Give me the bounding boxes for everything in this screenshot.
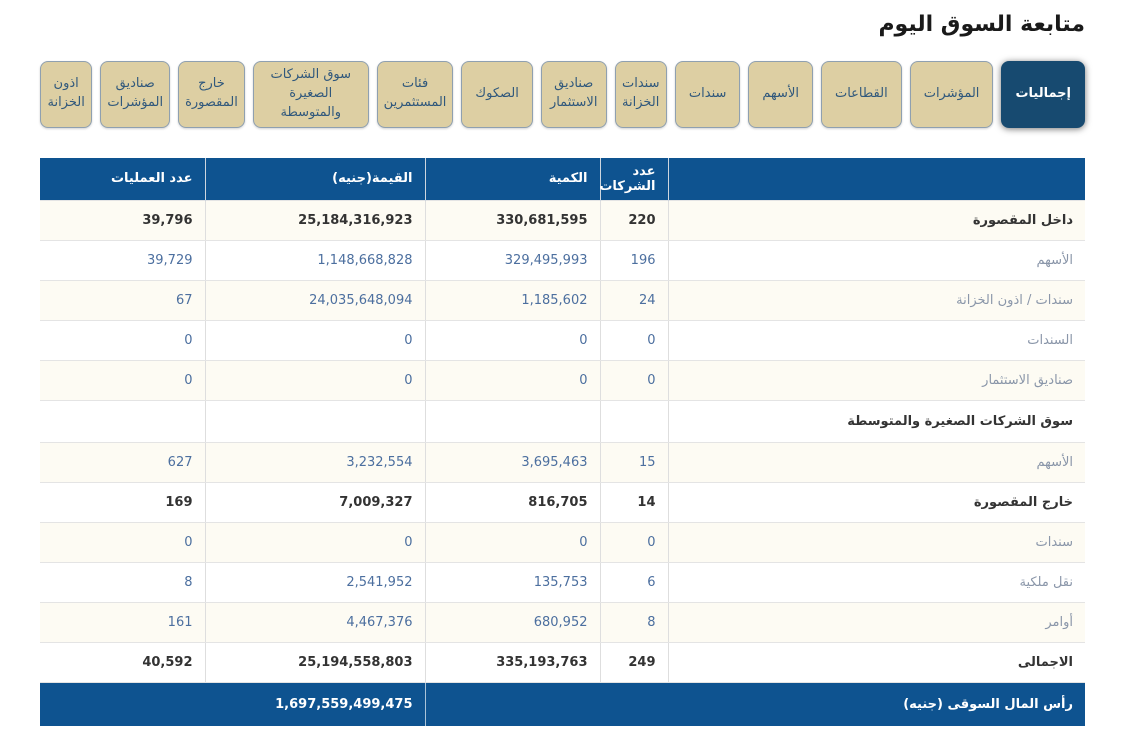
operations-cell: 0 — [40, 320, 206, 361]
quantity-cell: 135,753 — [425, 562, 601, 603]
companies-cell: 220 — [600, 199, 669, 241]
quantity-cell — [425, 400, 601, 443]
tab-sme-market[interactable]: سوق الشركات الصغيرة والمتوسطة — [252, 61, 369, 128]
tab-treasury-bonds[interactable]: سندات الخزانة — [614, 61, 667, 128]
operations-cell — [40, 400, 206, 443]
tab-sectors[interactable]: القطاعات — [820, 61, 902, 128]
table-row-orders: أوامر 8 680,952 4,467,376 161 — [40, 602, 1085, 643]
page-container: متابعة السوق اليوم إجماليات المؤشرات الق… — [39, 12, 1085, 727]
operations-cell: 39,796 — [40, 199, 206, 241]
operations-cell: 161 — [40, 602, 206, 643]
column-header-value-egp: القيمة(جنيه) — [205, 157, 426, 201]
quantity-cell: 0 — [425, 360, 601, 401]
operations-cell: 0 — [40, 522, 206, 563]
value-cell: 25,194,558,803 — [205, 642, 426, 683]
quantity-cell: 329,495,993 — [425, 240, 601, 281]
tab-stocks[interactable]: الأسهم — [748, 61, 813, 128]
operations-cell: 40,592 — [40, 642, 206, 683]
tab-totals[interactable]: إجماليات — [1001, 61, 1085, 128]
market-cap-value: 1,697,559,499,475 — [40, 682, 426, 727]
companies-cell: 249 — [600, 642, 669, 683]
row-label: صناديق الاستثمار — [668, 360, 1085, 401]
quantity-cell: 680,952 — [425, 602, 601, 643]
row-label: خارج المقصورة — [668, 482, 1085, 523]
value-cell: 4,467,376 — [205, 602, 426, 643]
market-cap-label: رأس المال السوقى (جنيه) — [425, 682, 1085, 727]
table-row-sme-market-section: سوق الشركات الصغيرة والمتوسطة — [40, 400, 1085, 443]
row-label: سندات — [668, 522, 1085, 563]
table-row-total: الاجمالى 249 335,193,763 25,194,558,803 … — [40, 642, 1085, 683]
tab-bonds[interactable]: سندات — [674, 61, 741, 128]
value-cell: 3,232,554 — [205, 442, 426, 483]
companies-cell: 8 — [600, 602, 669, 643]
companies-cell: 14 — [600, 482, 669, 523]
market-summary-table: عدد الشركات الكمية القيمة(جنيه) عدد العم… — [40, 157, 1085, 727]
companies-cell: 24 — [600, 280, 669, 321]
operations-cell: 627 — [40, 442, 206, 483]
companies-cell — [600, 400, 669, 443]
companies-cell: 196 — [600, 240, 669, 281]
table-row-investment-funds: صناديق الاستثمار 0 0 0 0 — [40, 360, 1085, 401]
table-row-stocks: الأسهم 196 329,495,993 1,148,668,828 39,… — [40, 240, 1085, 281]
row-label: سوق الشركات الصغيرة والمتوسطة — [668, 400, 1085, 443]
quantity-cell: 3,695,463 — [425, 442, 601, 483]
operations-cell: 39,729 — [40, 240, 206, 281]
row-label: سندات / اذون الخزانة — [668, 280, 1085, 321]
table-row-bonds: السندات 0 0 0 0 — [40, 320, 1085, 361]
quantity-cell: 0 — [425, 522, 601, 563]
column-header-operations-count: عدد العمليات — [40, 157, 206, 201]
tab-indices[interactable]: المؤشرات — [909, 61, 994, 128]
quantity-cell: 1,185,602 — [425, 280, 601, 321]
row-label: داخل المقصورة — [668, 199, 1085, 241]
operations-cell: 169 — [40, 482, 206, 523]
companies-cell: 0 — [600, 320, 669, 361]
page-title: متابعة السوق اليوم — [878, 12, 1085, 37]
value-cell: 0 — [205, 522, 426, 563]
operations-cell: 0 — [40, 360, 206, 401]
table-row-otc-bonds: سندات 0 0 0 0 — [40, 522, 1085, 563]
market-tabs: إجماليات المؤشرات القطاعات الأسهم سندات … — [39, 61, 1085, 128]
table-row-outside-the-floor: خارج المقصورة 14 816,705 7,009,327 169 — [40, 482, 1085, 523]
row-label: الاجمالى — [668, 642, 1085, 683]
tab-index-funds[interactable]: صناديق المؤشرات — [100, 61, 171, 128]
quantity-cell: 330,681,595 — [425, 199, 601, 241]
column-header-blank — [668, 157, 1085, 201]
operations-cell: 67 — [40, 280, 206, 321]
quantity-cell: 335,193,763 — [425, 642, 601, 683]
column-header-quantity: الكمية — [425, 157, 601, 201]
quantity-cell: 0 — [425, 320, 601, 361]
row-label: السندات — [668, 320, 1085, 361]
tab-treasury-bills[interactable]: اذون الخزانة — [39, 61, 93, 128]
market-cap-row: رأس المال السوقى (جنيه) 1,697,559,499,47… — [40, 682, 1085, 727]
quantity-cell: 816,705 — [425, 482, 601, 523]
value-cell: 7,009,327 — [205, 482, 426, 523]
table-row-sme-stocks: الأسهم 15 3,695,463 3,232,554 627 — [40, 442, 1085, 483]
column-header-companies-count: عدد الشركات — [599, 157, 669, 201]
value-cell: 0 — [205, 320, 426, 361]
tab-sukuk[interactable]: الصكوك — [461, 61, 533, 128]
row-label: الأسهم — [668, 240, 1085, 281]
row-label: نقل ملكية — [668, 562, 1085, 603]
tab-investment-funds[interactable]: صناديق الاستثمار — [540, 61, 607, 128]
value-cell — [205, 400, 426, 443]
operations-cell: 8 — [40, 562, 206, 603]
companies-cell: 0 — [600, 522, 669, 563]
table-row-inside-the-floor: داخل المقصورة 220 330,681,595 25,184,316… — [40, 199, 1085, 241]
table-row-bonds-treasury-bills: سندات / اذون الخزانة 24 1,185,602 24,035… — [40, 280, 1085, 321]
value-cell: 1,148,668,828 — [205, 240, 426, 281]
table-header: عدد الشركات الكمية القيمة(جنيه) عدد العم… — [40, 157, 1085, 201]
tab-outside-the-floor[interactable]: خارج المقصورة — [178, 61, 245, 128]
tab-investor-categories[interactable]: فئات المستثمرين — [376, 61, 454, 128]
row-label: أوامر — [668, 602, 1085, 643]
companies-cell: 6 — [600, 562, 669, 603]
table-row-ownership-transfer: نقل ملكية 6 135,753 2,541,952 8 — [40, 562, 1085, 603]
value-cell: 0 — [205, 360, 426, 401]
value-cell: 25,184,316,923 — [205, 199, 426, 241]
row-label: الأسهم — [668, 442, 1085, 483]
value-cell: 2,541,952 — [205, 562, 426, 603]
companies-cell: 0 — [600, 360, 669, 401]
companies-cell: 15 — [600, 442, 669, 483]
value-cell: 24,035,648,094 — [205, 280, 426, 321]
